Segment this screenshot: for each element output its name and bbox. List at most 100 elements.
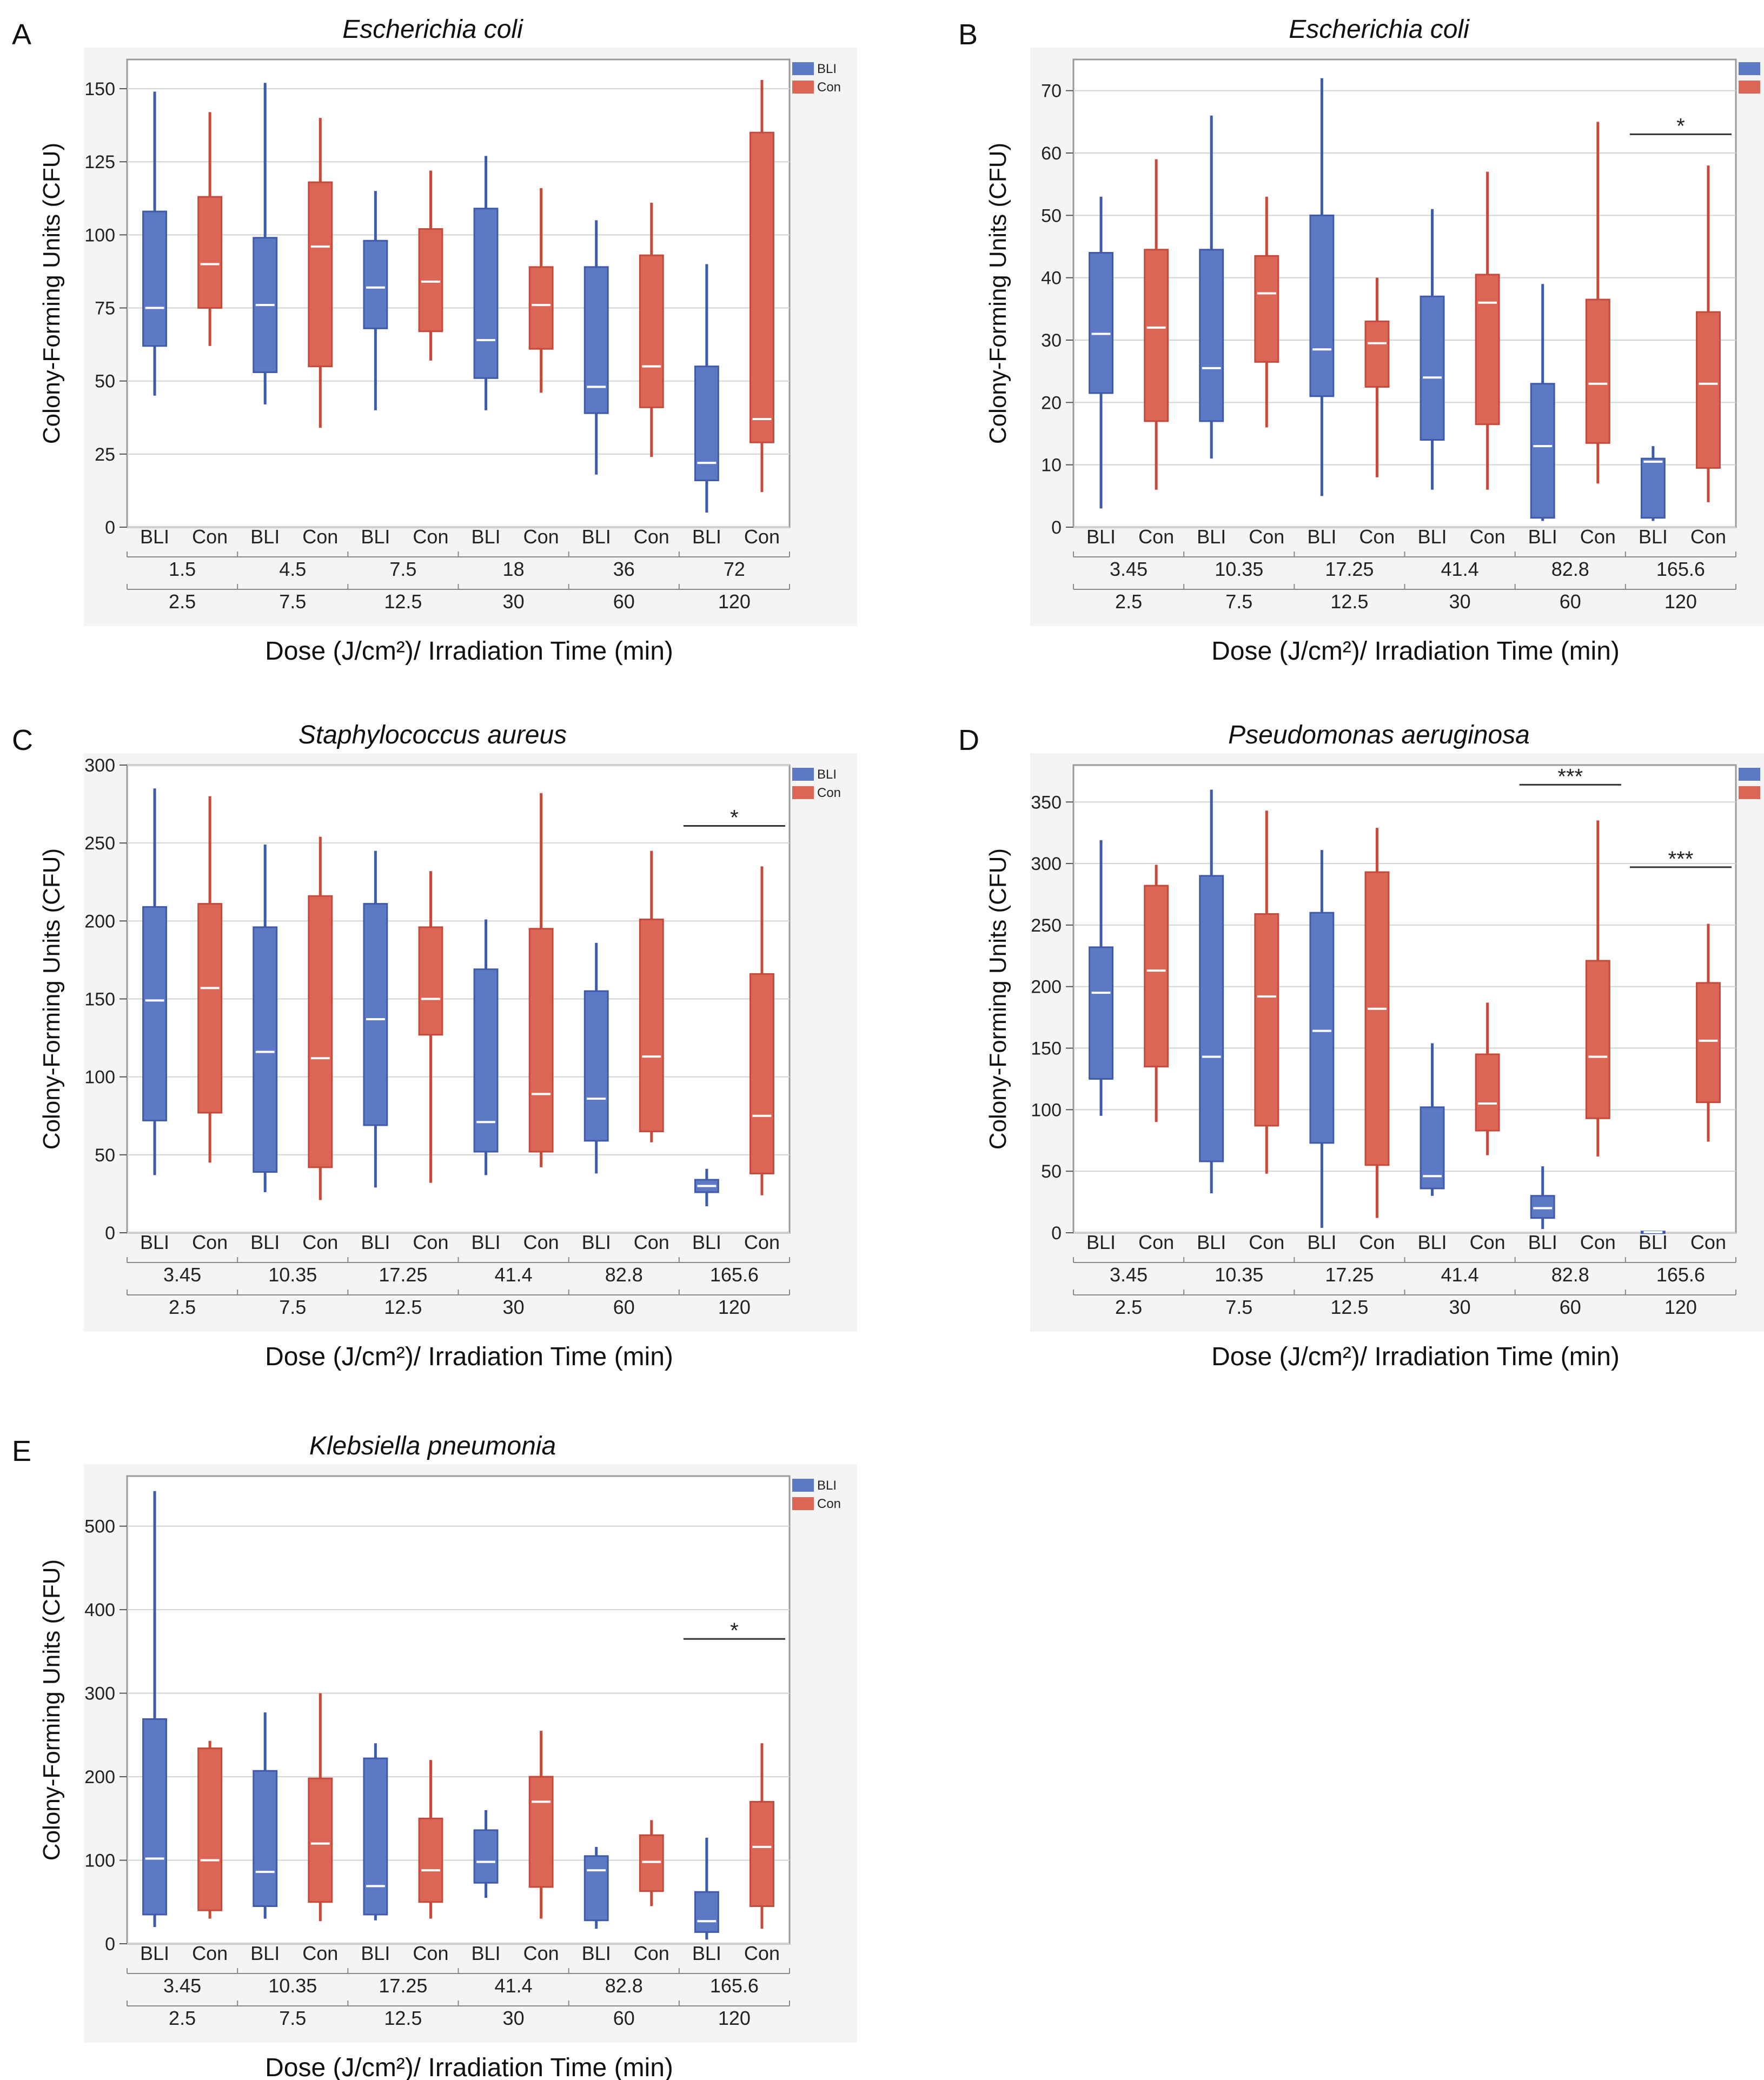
box-bli-11 (694, 1168, 719, 1206)
box-iqr (418, 926, 443, 1036)
box-iqr (253, 1770, 278, 1907)
group-label: BLI (140, 1942, 169, 1964)
panel-letter: A (12, 18, 31, 51)
legend-swatch (1739, 81, 1760, 94)
y-axis-label: Colony-Forming Units (CFU) (985, 848, 1011, 1149)
box-iqr (583, 266, 609, 414)
box-iqr (308, 895, 333, 1168)
box-bli-1 (1089, 840, 1113, 1116)
y-tick-label: 150 (1031, 1039, 1062, 1059)
y-tick-label: 25 (95, 444, 115, 465)
box-iqr (1475, 1053, 1500, 1132)
chart-title: Escherichia coli (342, 15, 523, 44)
group-label: Con (523, 1231, 559, 1253)
box-con-4 (308, 1693, 333, 1922)
time-label: 2.5 (169, 590, 196, 613)
group-label: Con (1138, 526, 1174, 548)
group-label: BLI (692, 1942, 721, 1964)
group-label: Con (1690, 526, 1726, 548)
y-tick-label: 30 (1041, 330, 1062, 351)
box-bli-3 (253, 1712, 278, 1919)
dose-label: 17.25 (379, 1975, 427, 1997)
box-bli-9 (583, 1846, 609, 1929)
dose-label: 82.8 (605, 1264, 643, 1286)
box-con-6 (418, 871, 443, 1183)
y-tick-label: 50 (95, 371, 115, 392)
group-label: BLI (1086, 526, 1116, 548)
y-tick-label: 400 (84, 1600, 115, 1620)
y-tick-label: 0 (105, 517, 115, 538)
group-label: BLI (1528, 1231, 1557, 1253)
box-iqr (418, 1817, 443, 1903)
box-iqr (1309, 912, 1335, 1144)
panel-letter: D (958, 724, 979, 756)
box-bli-5 (363, 850, 388, 1188)
time-label: 120 (718, 2007, 751, 2029)
group-label: Con (1249, 1231, 1284, 1253)
box-con-2 (197, 796, 223, 1163)
box-bli-11 (1640, 446, 1666, 521)
box-bli-5 (1309, 78, 1335, 496)
dose-label: 4.5 (279, 558, 306, 580)
dose-label: 82.8 (1551, 1264, 1589, 1286)
legend-swatch (792, 786, 814, 799)
dose-label: 36 (613, 558, 635, 580)
legend-swatch (792, 81, 814, 94)
plot-area (1072, 764, 1737, 1234)
box-con-8 (528, 1731, 554, 1919)
box-bli-3 (1199, 789, 1224, 1194)
x-axis-label: Dose (J/cm²)/ Irradiation Time (min) (265, 1343, 673, 1371)
box-iqr (1199, 875, 1224, 1162)
group-label: BLI (250, 526, 280, 548)
y-tick-label: 50 (95, 1145, 115, 1166)
box-iqr (363, 903, 388, 1126)
group-label: Con (744, 526, 780, 548)
time-label: 120 (1664, 1296, 1697, 1318)
group-label: Con (744, 1231, 780, 1253)
dose-label: 10.35 (1215, 1264, 1263, 1286)
y-axis-label: Colony-Forming Units (CFU) (985, 143, 1011, 444)
box-bli-1 (142, 91, 167, 396)
dose-label: 165.6 (710, 1264, 759, 1286)
box-iqr (1696, 982, 1721, 1104)
box-bli-11 (694, 1837, 719, 1940)
box-iqr (1364, 871, 1390, 1166)
y-tick-label: 300 (84, 755, 115, 776)
y-tick-label: 300 (1031, 854, 1062, 874)
box-con-2 (1144, 159, 1169, 490)
box-con-8 (1475, 171, 1500, 490)
group-label: BLI (1197, 526, 1226, 548)
dose-label: 1.5 (169, 558, 196, 580)
box-iqr (473, 1829, 499, 1884)
time-label: 60 (1560, 1296, 1581, 1318)
dose-label: 41.4 (1441, 1264, 1479, 1286)
dose-label: 82.8 (1551, 558, 1589, 580)
group-label: BLI (1639, 1231, 1668, 1253)
box-bli-7 (1420, 1043, 1445, 1196)
panel-letter: E (12, 1435, 31, 1467)
box-iqr (1254, 255, 1279, 363)
y-tick-label: 350 (1031, 792, 1062, 813)
box-bli-9 (583, 942, 609, 1174)
dose-label: 17.25 (379, 1264, 427, 1286)
box-con-10 (639, 202, 664, 457)
group-label: BLI (472, 1231, 501, 1253)
legend-swatch (1739, 768, 1760, 781)
box-iqr (1585, 960, 1610, 1119)
x-axis-label: Dose (J/cm²)/ Irradiation Time (min) (1211, 637, 1620, 666)
plot-area (126, 1475, 791, 1945)
box-bli-9 (583, 220, 609, 475)
box-con-12 (750, 1743, 774, 1929)
box-iqr (1364, 320, 1390, 388)
box-iqr (1420, 295, 1445, 441)
time-label: 7.5 (1225, 1296, 1252, 1318)
panel-A: A Escherichia coli 0 25 50 75 100 125 150 Colony-… (12, 15, 857, 666)
group-label: BLI (140, 526, 169, 548)
group-label: Con (413, 1231, 448, 1253)
chart-title: Klebsiella pneumonia (309, 1432, 556, 1460)
legend-label: Con (817, 1497, 841, 1511)
time-label: 60 (613, 1296, 635, 1318)
box-iqr (1585, 298, 1610, 444)
box-iqr (528, 266, 554, 350)
